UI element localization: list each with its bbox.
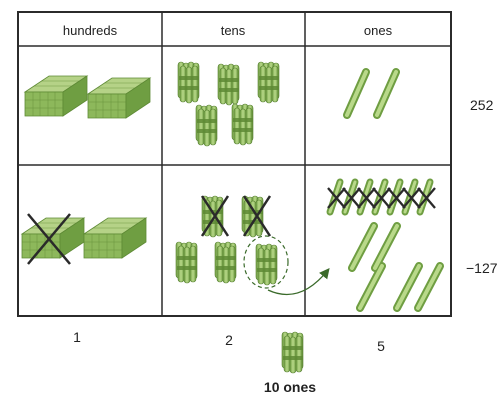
hundred-block [87, 77, 151, 119]
row-2-tens [175, 195, 330, 296]
ten-bundle [231, 103, 254, 146]
header-tens: tens [221, 23, 246, 38]
hundred-block [24, 75, 88, 117]
ten-bundle [241, 195, 264, 238]
ten-bundle [217, 63, 240, 106]
row-1-label: 252 [470, 97, 494, 113]
crossed-ones-group [326, 178, 436, 216]
ten-bundle [175, 241, 198, 284]
row-1-tens [177, 61, 280, 147]
regroup-arrow [267, 267, 330, 296]
ten-bundle [177, 61, 200, 104]
extra-ones-group [348, 222, 444, 312]
hundred-block [21, 217, 85, 259]
ten-bundle-regrouped [255, 243, 278, 286]
result-tens: 2 [225, 332, 233, 348]
cross-out-mark [200, 195, 272, 237]
header-ones: ones [364, 23, 393, 38]
row-1-hundreds [24, 75, 151, 119]
ten-ones-label: 10 ones [264, 379, 316, 395]
ten-bundle [257, 61, 280, 104]
row-2-label: −127 [466, 260, 498, 276]
ten-ones-bundle [281, 331, 304, 374]
cross-out-mark [27, 213, 71, 265]
one-stick-highlight [345, 70, 368, 117]
place-value-table [17, 11, 452, 317]
ten-bundle [214, 241, 237, 284]
result-hundreds: 1 [73, 329, 81, 345]
row-2-hundreds [21, 213, 147, 265]
table-border [17, 11, 452, 317]
header-hundreds: hundreds [63, 23, 118, 38]
row-1-ones [343, 68, 400, 119]
hundred-block [83, 217, 147, 259]
row-2-ones [326, 178, 444, 312]
regroup-circle [243, 235, 289, 289]
result-ones: 5 [377, 338, 385, 354]
one-stick-highlight [375, 70, 398, 117]
ten-bundle [195, 104, 218, 147]
